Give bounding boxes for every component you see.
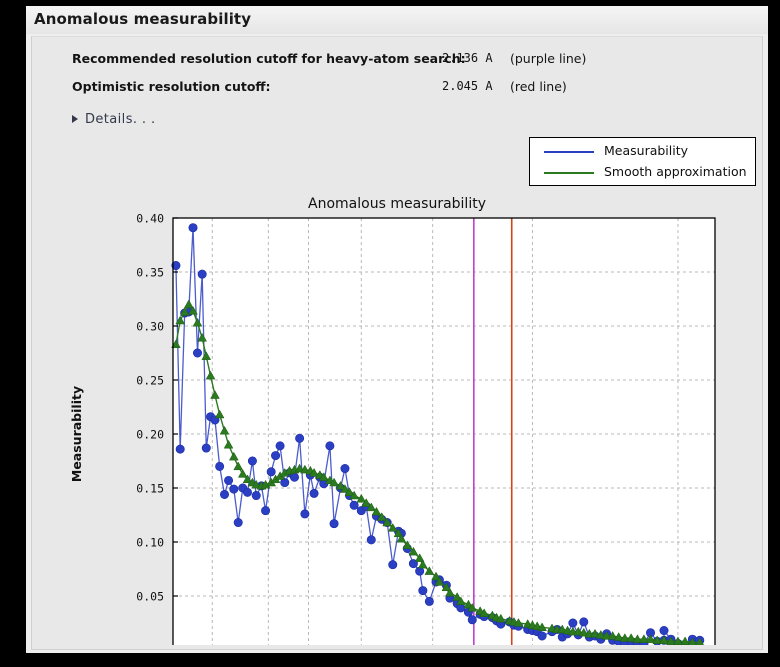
info-label: Optimistic resolution cutoff: (72, 79, 271, 94)
anomalous-measurability-chart: 0.000.050.100.150.200.250.300.350.403.53… (69, 196, 716, 646)
legend-entry-measurability: Measurability (530, 141, 755, 162)
svg-text:0.05: 0.05 (136, 590, 164, 604)
svg-text:0.00: 0.00 (136, 644, 164, 646)
details-disclosure[interactable]: Details. . . (72, 110, 156, 128)
svg-text:0.15: 0.15 (136, 482, 164, 496)
info-value: 2.136 A (442, 51, 493, 65)
info-note: (red line) (510, 79, 567, 94)
legend-line-swatch (544, 151, 594, 153)
info-value: 2.045 A (442, 79, 493, 93)
disclosure-triangle-right-icon (72, 115, 78, 123)
legend-line-swatch (544, 172, 594, 174)
details-label: Details. . . (85, 111, 156, 127)
content-panel: Recommended resolution cutoff for heavy-… (31, 36, 763, 650)
info-label: Recommended resolution cutoff for heavy-… (72, 51, 466, 66)
info-row-optimistic-cutoff: Optimistic resolution cutoff: 2.045 A (r… (32, 79, 762, 101)
svg-text:Anomalous measurability: Anomalous measurability (308, 196, 486, 212)
svg-text:0.35: 0.35 (136, 266, 164, 280)
chart-legend: Measurability Smooth approximation (529, 137, 756, 186)
legend-label: Measurability (604, 143, 689, 158)
legend-label: Smooth approximation (604, 164, 747, 179)
svg-text:0.30: 0.30 (136, 320, 164, 334)
svg-text:0.20: 0.20 (136, 428, 164, 442)
svg-text:0.40: 0.40 (136, 212, 164, 226)
svg-text:0.10: 0.10 (136, 536, 164, 550)
info-row-recommended-cutoff: Recommended resolution cutoff for heavy-… (32, 51, 762, 73)
svg-text:0.25: 0.25 (136, 374, 164, 388)
legend-entry-smooth-approximation: Smooth approximation (530, 162, 755, 183)
application-window: Anomalous measurability Recommended reso… (26, 6, 768, 653)
svg-text:Measurability: Measurability (69, 386, 84, 482)
chart-container: 0.000.050.100.150.200.250.300.350.403.53… (32, 135, 762, 645)
info-note: (purple line) (510, 51, 587, 66)
window-header: Anomalous measurability (26, 6, 768, 34)
window-title: Anomalous measurability (34, 10, 252, 28)
